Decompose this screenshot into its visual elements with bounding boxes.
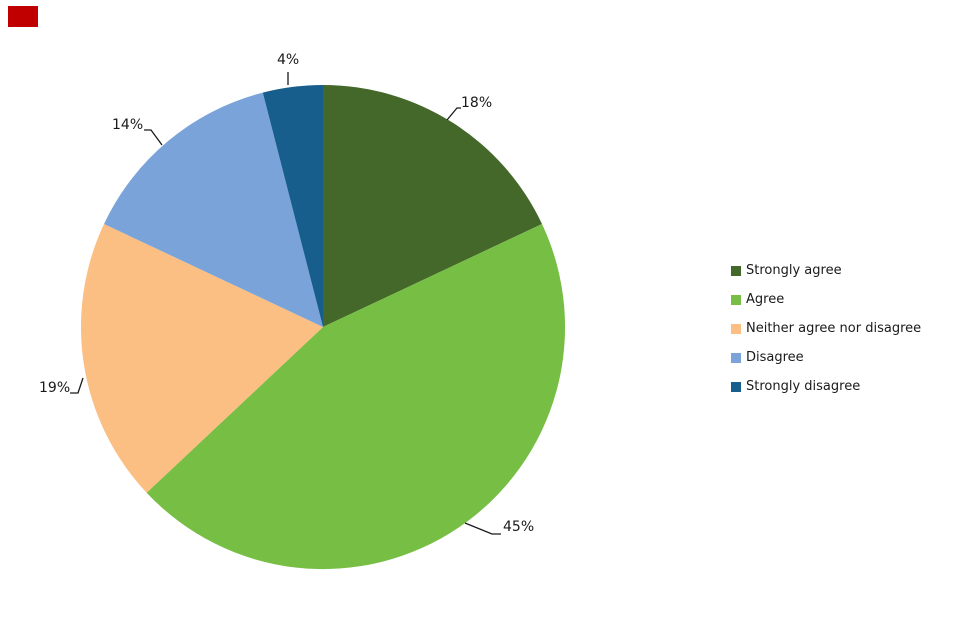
slice-label-strongly-disagree: 4% [277, 52, 300, 68]
legend-swatch-icon [731, 265, 741, 276]
leader-line-agree [464, 522, 501, 535]
legend-item-strongly-agree: Strongly agree [731, 256, 921, 285]
slice-label-disagree: 14% [112, 117, 144, 133]
legend-label: Neither agree nor disagree [746, 321, 922, 336]
pie-slice-agree [146, 224, 566, 570]
slice-label-neither: 19% [39, 380, 71, 396]
slice-label-agree: 45% [503, 519, 535, 535]
legend-label: Strongly disagree [746, 379, 861, 394]
legend-swatch-icon [731, 381, 741, 392]
legend-item-neither: Neither agree nor disagree [731, 314, 921, 343]
legend-item-strongly-disagree: Strongly disagree [731, 372, 921, 401]
pie-slice-strongly-disagree [262, 85, 323, 327]
pie-slice-disagree [104, 92, 323, 327]
legend-item-agree: Agree [731, 285, 921, 314]
legend-swatch-icon [731, 352, 741, 363]
leader-line-disagree [144, 129, 163, 146]
red-marker [8, 6, 38, 27]
legend-swatch-icon [731, 294, 741, 305]
legend-swatch-icon [731, 323, 741, 334]
leader-line-neither-agree-nor-disagree [70, 377, 84, 394]
legend-label: Disagree [746, 350, 804, 365]
legend-label: Strongly agree [746, 263, 842, 278]
slice-label-strongly-agree: 18% [461, 95, 493, 111]
legend: Strongly agree Agree Neither agree nor d… [731, 256, 921, 401]
pie-slice-neither-agree-nor-disagree [80, 224, 324, 493]
pie-slice-strongly-agree [323, 85, 542, 327]
legend-label: Agree [746, 292, 785, 307]
legend-item-disagree: Disagree [731, 343, 921, 372]
leader-line-strongly-agree [446, 107, 461, 121]
